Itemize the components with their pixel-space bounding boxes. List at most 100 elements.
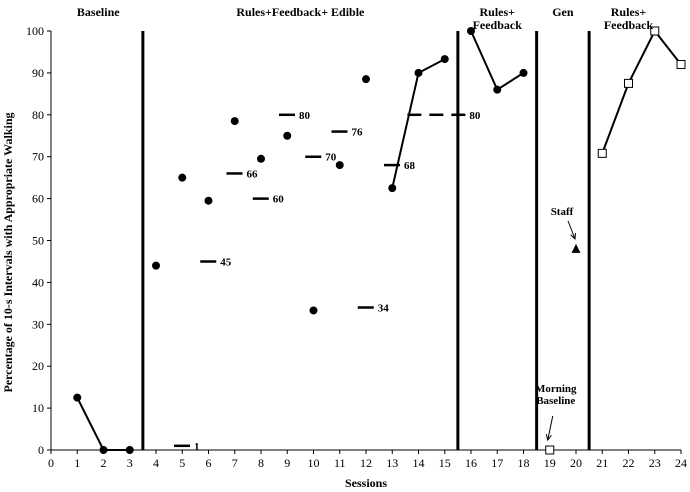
x-axis-title: Sessions [345,476,387,490]
x-tick-label: 6 [206,456,212,470]
x-tick-label: 10 [308,456,320,470]
x-tick-label: 12 [360,456,372,470]
axes-layer [47,30,682,454]
data-point-circle [440,55,449,64]
x-tick-label: 8 [258,456,264,470]
annotation-arrowhead [570,232,576,240]
data-point-circle [152,261,160,270]
data-point-circle [519,68,528,77]
data-point-triangle [571,243,581,253]
phase-label-line: Rules+Feedback+ Edible [236,5,365,19]
x-tick-label: 4 [153,456,159,470]
data-point-circle [335,161,344,170]
y-tick-label: 50 [32,234,44,248]
data-point-circle [99,446,108,454]
annotation-label: Morning Baseline [535,383,577,407]
phase-label-line: Rules+ [479,5,515,19]
data-point-square [545,445,555,455]
y-tick-label: 20 [32,359,44,373]
y-tick-label: 80 [32,108,44,122]
series-line [391,58,446,189]
annotation-label-line: Baseline [536,395,575,407]
phase-label-line: Feedback [604,18,654,32]
phase-label-line: Gen [552,5,574,19]
x-tick-label: 3 [127,456,133,470]
x-tick-label: 18 [518,456,530,470]
annotation-arrowhead [545,434,552,442]
data-point-circle [178,173,187,182]
y-axis-title: Percentage of 10-s Intervals with Approp… [1,113,15,393]
y-tick-label: 30 [32,317,44,331]
phase-label-line: Feedback [473,18,523,32]
annotation-arrow [547,415,554,441]
dash-label: 34 [378,303,390,315]
data-point-circle [204,196,213,205]
data-point-circle [125,446,134,454]
phase-label: Baseline [77,5,120,19]
x-tick-label: 21 [596,456,608,470]
x-tick-label: 1 [74,456,80,470]
x-tick-label: 20 [570,456,582,470]
data-point-circle [309,306,318,315]
data-point-square [624,78,633,88]
phase-label-line: Rules+ [611,5,647,19]
y-tick-label: 0 [38,443,44,457]
dash-label: 1 [194,441,200,453]
phase-label-line: Baseline [77,5,120,19]
data-point-circle [362,75,370,84]
x-tick-label: 7 [232,456,238,470]
x-tick-label: 2 [101,456,107,470]
dash-label: 68 [404,160,416,172]
data-point-circle [388,184,397,193]
data-point-circle [493,85,502,94]
dash-label: 70 [325,152,337,164]
data-point-circle [414,68,423,77]
phase-label: Gen [552,5,574,19]
data-point-circle [230,117,239,126]
dash-label: 76 [352,127,364,139]
dash-label: 45 [220,256,232,268]
x-tick-label: 14 [413,456,425,470]
phase-label: Rules+Feedback+ Edible [236,5,365,19]
x-tick-label: 22 [623,456,635,470]
x-tick-label: 0 [48,456,54,470]
y-tick-label: 40 [32,275,44,289]
data-point-circle [467,27,475,35]
annotation-arrow [567,220,576,240]
x-tick-label: 23 [649,456,661,470]
x-tick-label: 11 [334,456,346,470]
y-tick-label: 100 [26,24,44,38]
annotation-label: Staff [551,206,574,218]
data-point-circle [257,154,265,163]
phase-label: Rules+ Feedback [473,5,523,32]
annotation-label-line: Staff [551,206,574,218]
x-tick-label: 17 [491,456,503,470]
data-point-square [650,26,660,36]
series-line [76,397,130,451]
series-line [601,29,682,154]
data-point-circle [283,131,292,140]
phase-lines-layer [141,31,591,450]
y-tick-label: 70 [32,150,44,164]
x-tick-label: 19 [544,456,556,470]
x-tick-label: 15 [439,456,451,470]
data-point-circle [73,393,82,402]
annotation-label-line: Morning [535,383,577,395]
phase-label: Rules+ Feedback [604,5,654,32]
dash-label: 80 [469,110,481,122]
y-tick-label: 60 [32,192,44,206]
data-point-square [597,148,607,158]
x-tick-label: 9 [284,456,290,470]
series-line [470,30,525,92]
data-point-square [676,60,686,70]
dash-label: 66 [247,168,259,180]
y-tick-label: 90 [32,66,44,80]
dash-label: 80 [299,110,311,122]
x-tick-label: 5 [179,456,185,470]
data-layer [73,26,686,455]
x-tick-label: 16 [465,456,477,470]
x-tick-label: 13 [386,456,398,470]
y-tick-label: 10 [32,401,44,415]
